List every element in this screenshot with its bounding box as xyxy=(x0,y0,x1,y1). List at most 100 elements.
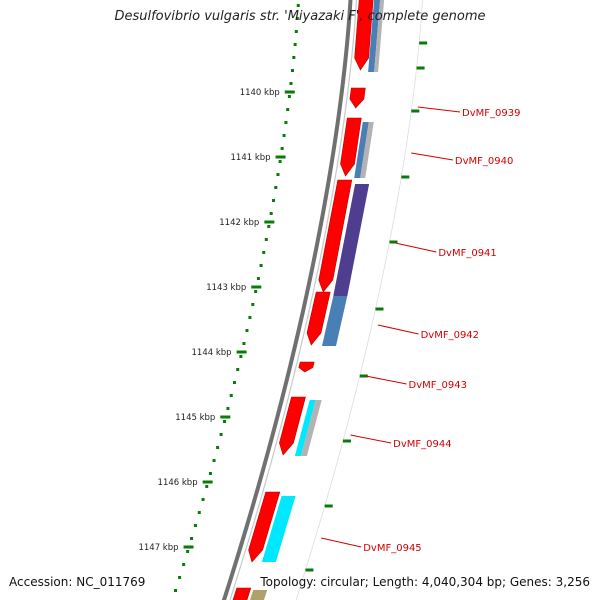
ruler-tick xyxy=(264,220,275,224)
cog-band xyxy=(261,496,296,562)
gene-label[interactable]: DvMF_0945 xyxy=(363,543,421,554)
ruler-dot xyxy=(178,576,182,579)
gene-labels: DvMF_0939 DvMF_0940 DvMF_0941 DvMF_0942 DvMF… xyxy=(321,106,520,554)
ruler-dot xyxy=(276,173,280,176)
ruler-dot xyxy=(236,368,240,371)
ruler-tick-label: 1140 kbp xyxy=(240,88,280,98)
cog-band xyxy=(294,400,316,456)
cog-band xyxy=(354,122,369,178)
ruler-dot xyxy=(293,43,297,46)
gene-arrow[interactable] xyxy=(279,396,306,456)
ruler-dot xyxy=(216,446,220,449)
ruler-dot xyxy=(251,303,255,306)
gene-leader-line xyxy=(417,106,461,113)
gene-leader-line xyxy=(395,242,437,253)
gene-leader-line xyxy=(411,152,454,161)
track-tick xyxy=(342,439,351,443)
ruler-dot xyxy=(287,95,291,98)
ruler-dot xyxy=(264,238,268,241)
gene-arrow[interactable] xyxy=(354,0,375,71)
ruler-tick xyxy=(202,480,213,484)
ruler-dot xyxy=(190,537,194,540)
ruler-dot xyxy=(242,342,246,345)
gene-arrow[interactable] xyxy=(232,587,252,600)
track-tick xyxy=(419,41,428,45)
ruler-dot xyxy=(219,433,223,436)
ruler-tick-label: 1147 kbp xyxy=(138,543,178,553)
track-tick xyxy=(324,504,333,508)
gene-label[interactable]: DvMF_0941 xyxy=(438,248,496,259)
ruler-dot xyxy=(229,394,233,397)
ruler-dot xyxy=(197,511,201,514)
cog-band xyxy=(322,296,348,346)
ruler-dot xyxy=(201,498,205,501)
ruler-tick xyxy=(183,545,194,549)
ruler-dot xyxy=(267,225,271,228)
ruler-dot xyxy=(284,121,288,124)
kbp-ruler: 1140 kbp 1141 kbp 1142 kbp 1143 kbp 1144 kbp… xyxy=(138,4,300,592)
ruler-dot xyxy=(278,160,282,163)
cog-band xyxy=(300,400,322,456)
ruler-dot xyxy=(239,355,243,358)
gene-leader-line xyxy=(377,324,419,335)
ruler-tick-label: 1141 kbp xyxy=(231,153,271,163)
ruler-dot xyxy=(226,407,230,410)
ruler-tick xyxy=(220,415,231,419)
ruler-dot xyxy=(193,524,197,527)
track-tick xyxy=(305,568,314,572)
track-tick xyxy=(359,374,368,378)
ruler-dot xyxy=(212,459,216,462)
ruler-dot xyxy=(274,186,278,189)
gene-arrow[interactable] xyxy=(248,491,281,563)
ruler-tick-label: 1145 kbp xyxy=(175,413,215,423)
genome-title: Desulfovibrio vulgaris str. 'Miyazaki F'… xyxy=(114,9,486,24)
ruler-dot xyxy=(208,472,212,475)
ruler-tick xyxy=(275,155,286,159)
ruler-tick xyxy=(251,285,262,289)
gene-leader-line xyxy=(350,434,392,444)
gene-arrow[interactable] xyxy=(340,117,362,177)
gene-arrow[interactable] xyxy=(349,87,366,109)
gene-label[interactable]: DvMF_0943 xyxy=(409,380,467,391)
ruler-dot xyxy=(295,17,299,20)
gene-arrow[interactable] xyxy=(306,291,331,346)
gene-arrow[interactable] xyxy=(318,179,353,293)
gene-leader-line xyxy=(365,375,407,385)
gene-label[interactable]: DvMF_0944 xyxy=(393,439,451,450)
ruler-dot xyxy=(289,82,293,85)
backbone-line xyxy=(221,0,353,600)
gene-track xyxy=(232,0,428,600)
ruler-dot xyxy=(286,108,290,111)
ruler-dot xyxy=(223,420,227,423)
genome-backbone xyxy=(221,0,423,600)
gene-arrow[interactable] xyxy=(298,361,315,373)
gene-label[interactable]: DvMF_0940 xyxy=(455,156,513,167)
track-tick xyxy=(389,240,398,244)
ruler-dot xyxy=(290,69,294,72)
gene-leader-line xyxy=(321,537,362,548)
ruler-dot xyxy=(248,316,252,319)
cog-band xyxy=(368,0,381,72)
gene-label[interactable]: DvMF_0939 xyxy=(462,108,520,119)
ruler-dot xyxy=(186,550,190,553)
ruler-dot xyxy=(292,56,296,59)
ruler-dot xyxy=(296,4,300,7)
cog-band xyxy=(374,0,385,72)
gene-label[interactable]: DvMF_0942 xyxy=(421,330,479,341)
ruler-dot xyxy=(272,199,276,202)
track-edge xyxy=(295,0,423,600)
ruler-dot xyxy=(262,251,266,254)
ruler-tick-label: 1144 kbp xyxy=(192,348,232,358)
ruler-tick-label: 1142 kbp xyxy=(219,218,259,228)
cog-band xyxy=(333,184,370,296)
ruler-dot xyxy=(280,147,284,150)
backbone-shadow xyxy=(229,0,358,600)
cog-band xyxy=(249,590,268,600)
accession-text: Accession: NC_011769 xyxy=(9,575,146,589)
ruler-dot xyxy=(259,264,263,267)
ruler-dot xyxy=(182,563,186,566)
ruler-tick-label: 1143 kbp xyxy=(206,283,246,293)
track-tick xyxy=(401,175,410,179)
ruler-dot xyxy=(245,329,249,332)
ruler-dot xyxy=(174,589,178,592)
